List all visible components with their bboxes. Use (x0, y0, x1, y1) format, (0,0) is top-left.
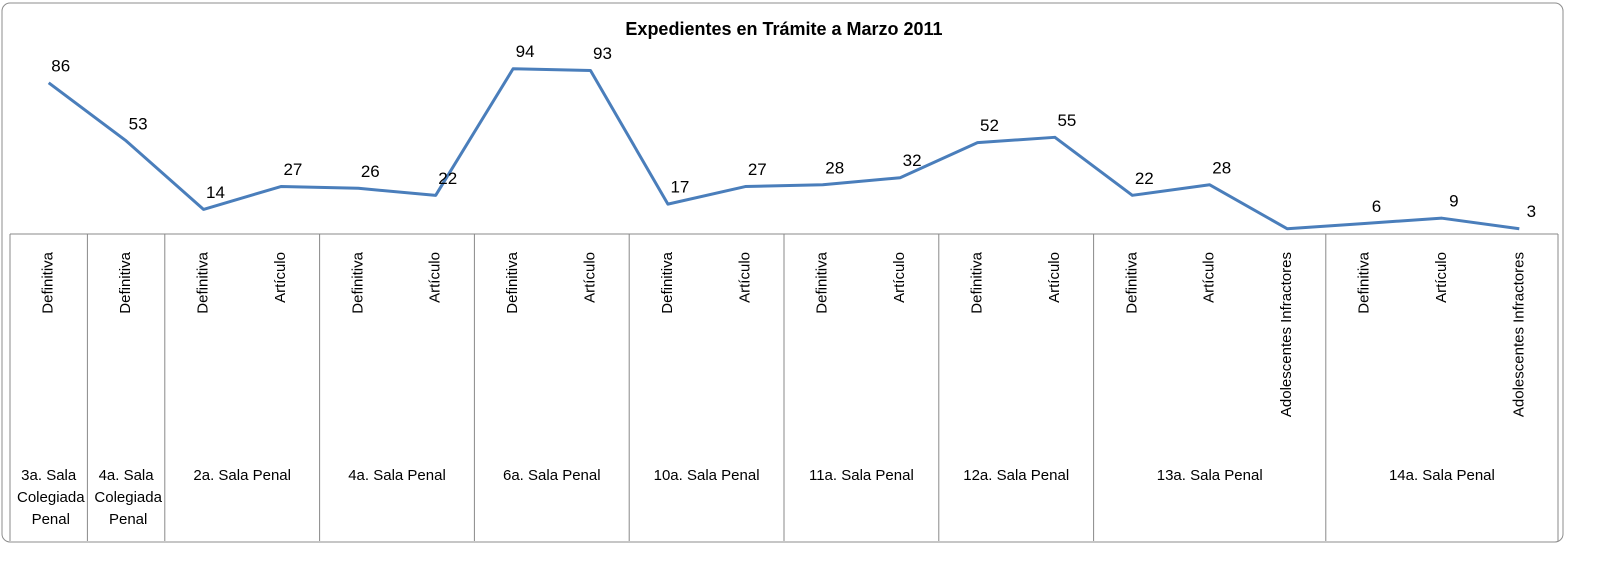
category-label: Artículo (1201, 252, 1218, 303)
data-label: 28 (1212, 158, 1231, 177)
category-label: Artículo (1046, 252, 1063, 303)
category-label: Definitiva (504, 251, 521, 313)
data-label: 28 (825, 158, 844, 177)
group-label: 2a. Sala Penal (193, 467, 291, 484)
data-label: 27 (748, 160, 767, 179)
chart-frame (1, 2, 1564, 543)
category-label: Artículo (1433, 252, 1450, 303)
category-label: Artículo (581, 252, 598, 303)
data-label: 6 (1372, 197, 1381, 216)
data-label: 53 (129, 114, 148, 133)
group-label: 4a. Sala Penal (348, 467, 446, 484)
category-label: Artículo (427, 252, 444, 303)
category-label: Definitiva (659, 251, 676, 313)
category-label: Definitiva (968, 251, 985, 313)
chart-title: Expedientes en Trámite a Marzo 2011 (625, 19, 942, 39)
category-label: Definitiva (349, 251, 366, 313)
data-label: 26 (361, 162, 380, 181)
category-label: Definitiva (117, 251, 134, 313)
group-label: 12a. Sala Penal (963, 467, 1069, 484)
data-label: 14 (206, 183, 225, 202)
group-label: 6a. Sala Penal (503, 467, 601, 484)
data-label: 86 (51, 56, 70, 75)
data-label: 32 (903, 151, 922, 170)
category-label: Artículo (736, 252, 753, 303)
category-label: Definitiva (1355, 251, 1372, 313)
data-label: 9 (1449, 192, 1458, 211)
data-label: 55 (1057, 111, 1076, 130)
data-label: 27 (283, 160, 302, 179)
category-label: Artículo (272, 252, 289, 303)
category-label: Definitiva (814, 251, 831, 313)
data-label: 17 (670, 178, 689, 197)
data-label: 22 (1135, 169, 1154, 188)
series-line (47, 67, 1520, 231)
data-label: 52 (980, 116, 999, 135)
group-label: 14a. Sala Penal (1389, 467, 1495, 484)
category-label: Definitiva (1123, 251, 1140, 313)
category-label: Adolescentes Infractores (1278, 252, 1295, 417)
data-label: 93 (593, 44, 612, 63)
data-label: 94 (516, 42, 535, 61)
group-label: 11a. Sala Penal (809, 467, 914, 484)
group-label: 13a. Sala Penal (1157, 467, 1263, 484)
category-label: Adolescentes Infractores (1510, 252, 1527, 417)
data-label: 3 (1527, 202, 1536, 221)
category-label: Artículo (891, 252, 908, 303)
category-label: Definitiva (194, 251, 211, 313)
data-label: 22 (438, 169, 457, 188)
group-label: 3a. Sala Colegiada Penal (13, 467, 85, 528)
group-label: 4a. Sala Colegiada Penal (90, 467, 162, 528)
group-label: 10a. Sala Penal (654, 467, 760, 484)
category-label: Definitiva (40, 251, 57, 313)
